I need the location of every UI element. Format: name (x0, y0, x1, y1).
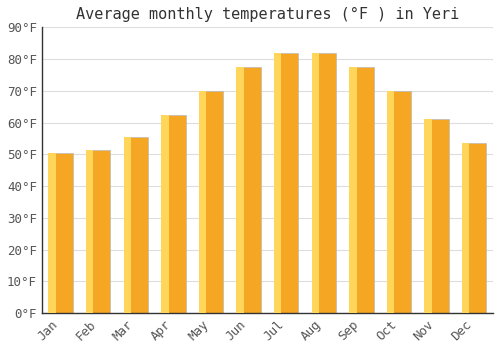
Bar (236, 67, 244, 313)
Bar (349, 67, 374, 313)
Bar (387, 91, 394, 313)
Bar (199, 91, 206, 313)
Bar (274, 53, 298, 313)
Bar (124, 137, 131, 313)
Bar (387, 91, 411, 313)
Bar (462, 143, 469, 313)
Bar (124, 137, 148, 313)
Bar (86, 149, 94, 313)
Bar (161, 114, 168, 313)
Bar (424, 119, 449, 313)
Bar (48, 153, 56, 313)
Bar (86, 149, 110, 313)
Bar (48, 153, 73, 313)
Bar (462, 143, 486, 313)
Title: Average monthly temperatures (°F ) in Yeri: Average monthly temperatures (°F ) in Ye… (76, 7, 459, 22)
Bar (161, 114, 186, 313)
Bar (199, 91, 223, 313)
Bar (312, 53, 319, 313)
Bar (349, 67, 356, 313)
Bar (424, 119, 432, 313)
Bar (274, 53, 281, 313)
Bar (236, 67, 261, 313)
Bar (312, 53, 336, 313)
